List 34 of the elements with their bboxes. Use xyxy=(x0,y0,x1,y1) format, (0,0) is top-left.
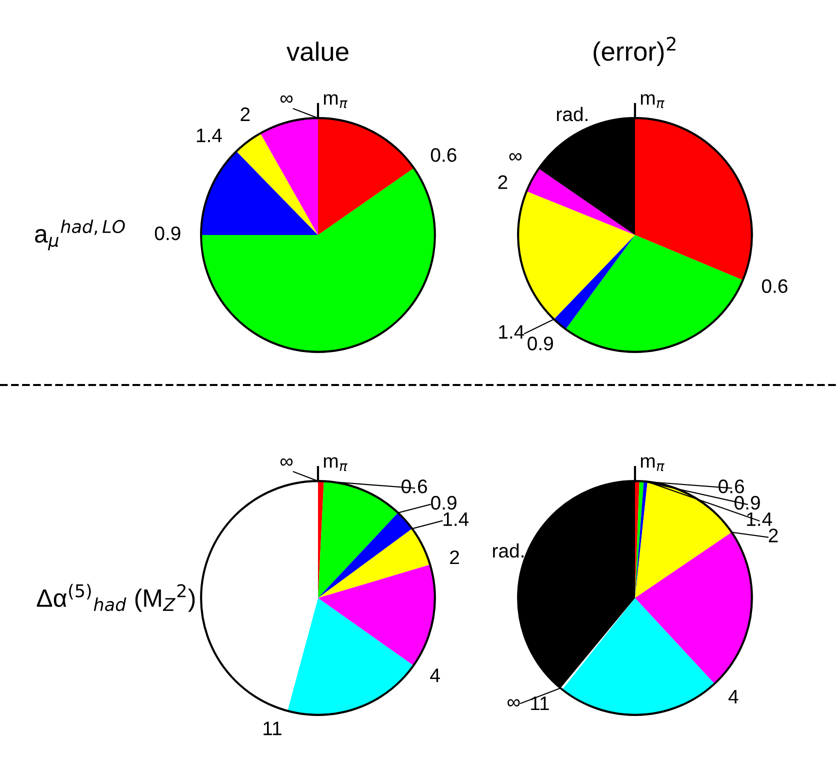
text: 11 xyxy=(531,696,549,710)
text: 0.9 xyxy=(528,336,553,350)
text: 1.4 xyxy=(499,325,524,339)
text: 0.6 xyxy=(402,480,427,494)
text: ∞ xyxy=(508,699,520,707)
text: 1.4 xyxy=(747,512,772,526)
text: 2 xyxy=(240,107,250,121)
text: 11 xyxy=(264,722,282,736)
text: 0.6 xyxy=(430,148,456,162)
text: m$_{π}$ xyxy=(324,94,348,108)
text: 2 xyxy=(498,175,508,189)
text: ∞ xyxy=(280,95,293,103)
text: 0.9 xyxy=(431,496,456,510)
text: 2 xyxy=(768,528,778,542)
text: 1.4 xyxy=(444,512,469,526)
text: m$_{π}$ xyxy=(640,457,664,472)
text: 0.9 xyxy=(734,496,760,510)
text: Δα$^{(5)}$$_{had}$ (M$_{Z}$$^{2}$) xyxy=(36,584,195,612)
text: 4 xyxy=(728,690,738,704)
text: 1.4 xyxy=(196,128,222,142)
text: 0.6 xyxy=(762,279,788,293)
text: 2 xyxy=(450,550,459,564)
slice-label: rad. xyxy=(493,543,524,558)
text: m$_{π}$ xyxy=(324,457,348,472)
slice-label: rad. xyxy=(556,106,588,122)
text: 0.6 xyxy=(718,480,744,494)
chart-title: value xyxy=(286,42,348,62)
text: 4 xyxy=(430,668,440,682)
text: ∞ xyxy=(509,153,522,160)
text: 0.9 xyxy=(154,226,180,240)
text: m$_{π}$ xyxy=(640,94,664,108)
text: a$_{μ}$$^{had,LO}$ xyxy=(35,220,125,250)
chart-title: (error)$^{2}$ xyxy=(594,36,676,66)
text: ∞ xyxy=(280,458,293,466)
